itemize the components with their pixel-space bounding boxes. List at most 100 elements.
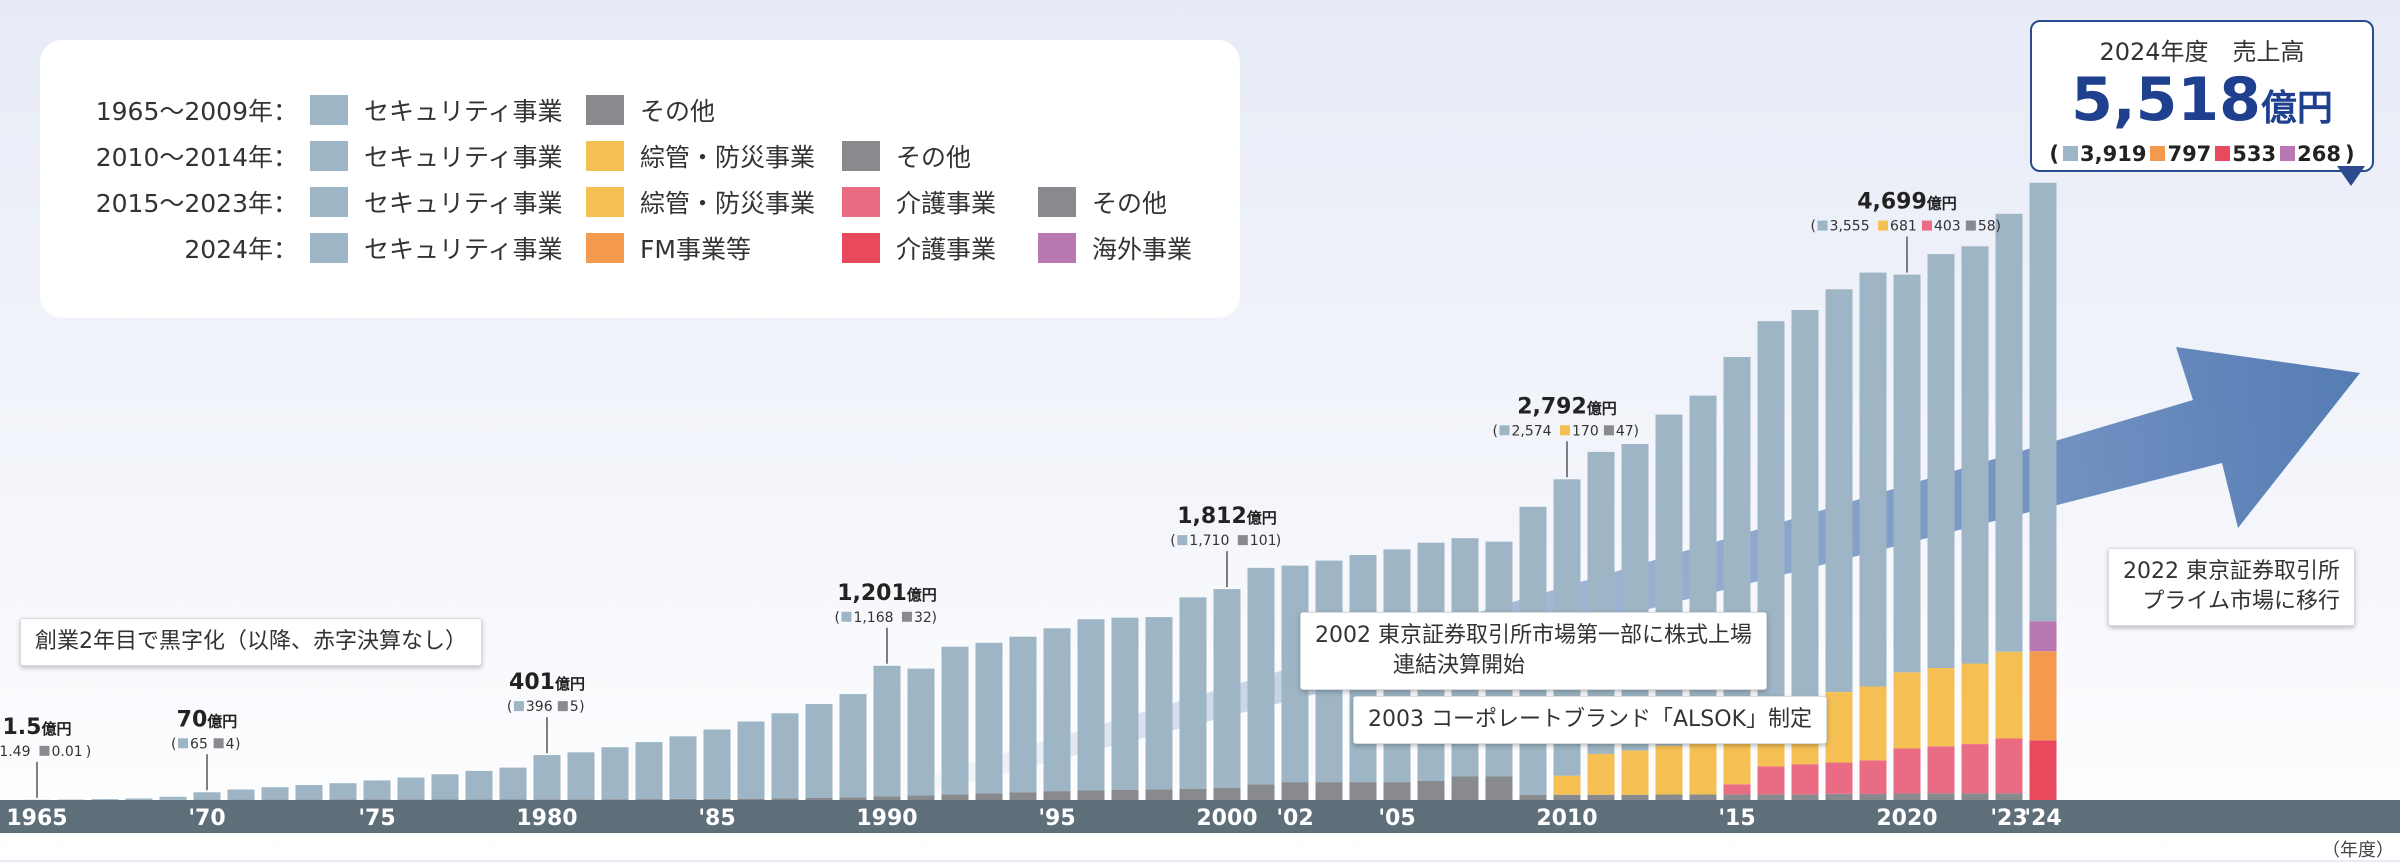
x-tick-label: '95 bbox=[1038, 806, 1075, 831]
annotation-paren-open: ( bbox=[834, 610, 839, 626]
legend-swatch bbox=[842, 187, 880, 217]
bar-1983 bbox=[636, 742, 663, 799]
bar-2001 bbox=[1248, 568, 1275, 785]
highlight-part-value: 3,919 bbox=[2080, 142, 2146, 166]
legend-swatch bbox=[1038, 187, 1076, 217]
bar-1997 bbox=[1112, 618, 1139, 790]
bar-1999 bbox=[1180, 597, 1207, 788]
bar-2020 bbox=[1894, 275, 1921, 673]
annotation-paren-close: ) bbox=[235, 736, 240, 752]
bar-1982 bbox=[602, 747, 629, 799]
bar-1987 bbox=[772, 713, 799, 798]
legend-label: 綜管・防災事業 bbox=[640, 184, 815, 220]
legend-swatch bbox=[842, 141, 880, 171]
legend-swatch bbox=[586, 187, 624, 217]
legend-swatch bbox=[310, 141, 348, 171]
bar-1990 bbox=[874, 796, 901, 800]
annotation-part-value: 403 bbox=[1934, 219, 1961, 235]
annotation-total: 4,699億円 bbox=[1857, 190, 1957, 215]
highlight-value: 5,518億円 bbox=[2032, 67, 2372, 142]
legend-swatch bbox=[310, 187, 348, 217]
bar-2019 bbox=[1860, 760, 1887, 794]
legend-row: 2015〜2023年：セキュリティ事業綜管・防災事業介護事業その他 bbox=[40, 184, 1240, 220]
bar-2018 bbox=[1826, 794, 1853, 800]
legend-item: 綜管・防災事業 bbox=[586, 138, 815, 174]
bar-1987 bbox=[772, 798, 799, 800]
bar-2024 bbox=[2030, 651, 2057, 740]
bar-1998 bbox=[1146, 789, 1173, 800]
legend-item: セキュリティ事業 bbox=[310, 138, 563, 174]
bar-1968 bbox=[126, 798, 153, 800]
legend-item: 海外事業 bbox=[1038, 230, 1192, 266]
bar-1988 bbox=[806, 798, 833, 800]
bar-2012 bbox=[1622, 795, 1649, 800]
legend-label: セキュリティ事業 bbox=[364, 138, 563, 174]
annotation-swatch bbox=[558, 701, 568, 711]
x-tick-label: '05 bbox=[1378, 806, 1415, 831]
bar-1983 bbox=[636, 799, 663, 800]
legend-label: 介護事業 bbox=[896, 184, 996, 220]
legend-period: 1965〜2009年： bbox=[40, 92, 298, 128]
annotation-total: 1.5億円 bbox=[3, 715, 72, 740]
highlight-swatch bbox=[2063, 146, 2078, 161]
bar-2022 bbox=[1962, 793, 1989, 800]
first-profit-callout: 創業2年目で黒字化（以降、赤字決算なし） bbox=[20, 618, 482, 666]
bar-1991 bbox=[908, 796, 935, 801]
bar-1978 bbox=[466, 771, 493, 800]
bar-1991 bbox=[908, 669, 935, 796]
prime-2022-line2: プライム市場に移行 bbox=[2123, 587, 2340, 617]
bar-2023 bbox=[1996, 214, 2023, 652]
annotation-swatch bbox=[1922, 221, 1932, 231]
annotation-part-value: 681 bbox=[1890, 219, 1917, 235]
bar-1981 bbox=[568, 752, 595, 799]
bar-2013 bbox=[1656, 794, 1683, 800]
bar-2018 bbox=[1826, 763, 1853, 794]
x-tick-label: 2020 bbox=[1876, 806, 1937, 831]
bar-1992 bbox=[942, 794, 969, 800]
bar-1985 bbox=[704, 730, 731, 799]
legend-swatch bbox=[310, 95, 348, 125]
bar-1971 bbox=[228, 790, 255, 800]
x-tick-label: '85 bbox=[698, 806, 735, 831]
annotation-paren-open: ( bbox=[507, 699, 512, 715]
x-tick-label: '70 bbox=[188, 806, 225, 831]
annotation-swatch bbox=[841, 612, 851, 622]
legend-swatch bbox=[842, 233, 880, 263]
listing-2002-line2: 連結決算開始 bbox=[1315, 651, 1752, 681]
bar-2000 bbox=[1214, 788, 1241, 800]
bar-2006 bbox=[1418, 781, 1445, 800]
legend-item: FM事業等 bbox=[586, 230, 751, 266]
bar-1974 bbox=[330, 799, 357, 800]
annotation-part-value: 32 bbox=[914, 610, 932, 626]
legend-period: 2015〜2023年： bbox=[40, 184, 298, 220]
legend-row: 2010〜2014年：セキュリティ事業綜管・防災事業その他 bbox=[40, 138, 1240, 174]
bar-1979 bbox=[500, 768, 527, 800]
legend-item: その他 bbox=[842, 138, 971, 174]
bar-2018 bbox=[1826, 289, 1853, 692]
bar-1984 bbox=[670, 799, 697, 800]
highlight-part-value: 797 bbox=[2167, 142, 2211, 166]
bar-2016 bbox=[1758, 766, 1785, 794]
legend-label: 綜管・防災事業 bbox=[640, 138, 815, 174]
legend-label: セキュリティ事業 bbox=[364, 230, 563, 266]
annotation-part-value: 101 bbox=[1250, 533, 1277, 549]
legend-item: 介護事業 bbox=[842, 184, 996, 220]
legend-row: 1965〜2009年：セキュリティ事業その他 bbox=[40, 92, 1240, 128]
annotation-paren-close: ) bbox=[932, 610, 937, 626]
highlight-part-value: 268 bbox=[2297, 142, 2341, 166]
annotation-swatch bbox=[178, 738, 188, 748]
bar-2017 bbox=[1792, 310, 1819, 696]
bar-2022 bbox=[1962, 664, 1989, 745]
annotation-swatch bbox=[902, 612, 912, 622]
listing-2002-callout: 2002 東京証券取引所市場第一部に株式上場 連結決算開始 bbox=[1300, 612, 1767, 690]
bar-1976 bbox=[398, 799, 425, 800]
bar-1972 bbox=[262, 787, 289, 799]
bar-2020 bbox=[1894, 794, 1921, 801]
annotation-swatch bbox=[514, 701, 524, 711]
bar-1986 bbox=[738, 722, 765, 799]
legend-item: その他 bbox=[1038, 184, 1167, 220]
x-tick-label: '23 bbox=[1990, 806, 2027, 831]
annotation-part-value: 65 bbox=[190, 736, 208, 752]
bar-1978 bbox=[466, 799, 493, 800]
bar-2022 bbox=[1962, 246, 1989, 663]
